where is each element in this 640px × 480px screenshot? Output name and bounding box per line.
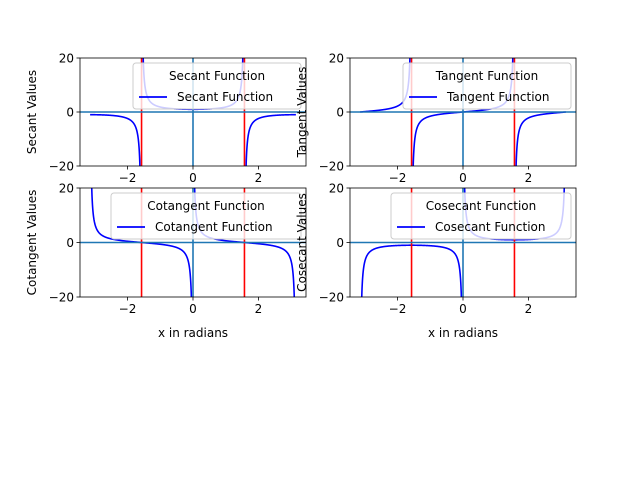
y-tick-label: 0: [336, 236, 344, 250]
x-tick-label: 2: [525, 302, 533, 316]
x-axis-label: x in radians: [158, 326, 228, 340]
y-tick-label: 20: [59, 181, 74, 195]
y-tick-label: 0: [66, 105, 74, 119]
y-axis-label: Tangent Values: [295, 67, 309, 159]
x-tick-label: 0: [459, 171, 467, 185]
y-tick-label: −20: [319, 159, 344, 173]
x-tick-label: 0: [189, 171, 197, 185]
y-axis-label: Cosecant Values: [295, 193, 309, 292]
x-tick-label: −2: [389, 302, 407, 316]
y-tick-label: −20: [319, 290, 344, 304]
y-tick-label: −20: [49, 159, 74, 173]
y-axis-label: Cotangent Values: [25, 190, 39, 296]
y-tick-label: 0: [336, 105, 344, 119]
legend: Secant Function Secant Function: [132, 62, 302, 110]
legend-entry: Tangent Function: [446, 90, 549, 104]
x-tick-label: 0: [189, 302, 197, 316]
legend-box: [402, 62, 572, 110]
legend-title: Tangent Function: [435, 69, 538, 83]
legend-box: [390, 192, 572, 240]
legend-entry: Cotangent Function: [155, 220, 273, 234]
legend-entry: Secant Function: [177, 90, 273, 104]
legend-title: Secant Function: [169, 69, 265, 83]
x-tick-label: −2: [119, 171, 137, 185]
x-axis-label: x in radians: [428, 326, 498, 340]
x-tick-label: −2: [119, 302, 137, 316]
x-tick-label: 2: [525, 171, 533, 185]
y-tick-label: −20: [49, 290, 74, 304]
y-tick-label: 20: [329, 181, 344, 195]
y-tick-label: 20: [329, 51, 344, 65]
y-tick-label: 0: [66, 236, 74, 250]
legend: Cotangent Function Cotangent Function: [110, 192, 302, 240]
legend-box: [132, 62, 302, 110]
legend-title: Cosecant Function: [426, 199, 536, 213]
x-tick-label: 2: [255, 302, 263, 316]
legend-box: [110, 192, 302, 240]
legend: Tangent Function Tangent Function: [402, 62, 572, 110]
y-axis-label: Secant Values: [25, 70, 39, 154]
x-tick-label: 2: [255, 171, 263, 185]
legend-entry: Cosecant Function: [435, 220, 545, 234]
legend: Cosecant Function Cosecant Function: [390, 192, 572, 240]
x-tick-label: −2: [389, 171, 407, 185]
x-tick-label: 0: [459, 302, 467, 316]
legend-title: Cotangent Function: [147, 199, 265, 213]
y-tick-label: 20: [59, 51, 74, 65]
